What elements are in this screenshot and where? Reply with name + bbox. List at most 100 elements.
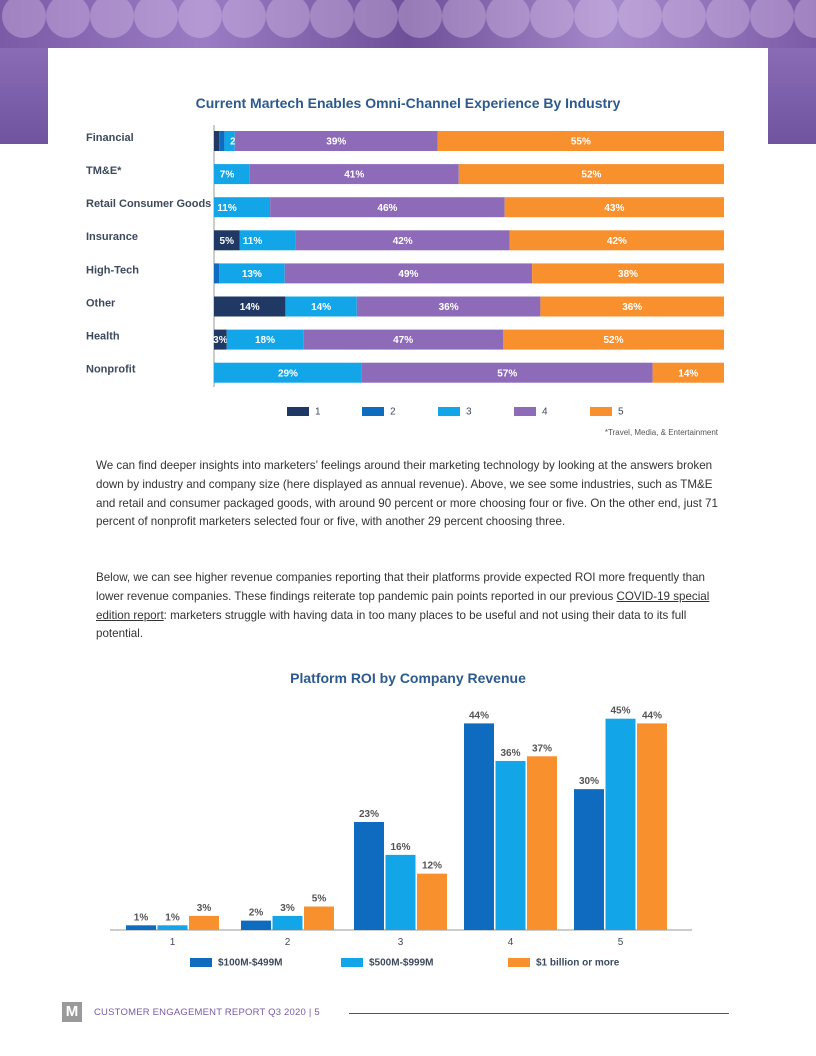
data-label: 16% [390,842,410,853]
stacked-bar-segment [540,296,724,317]
bar [304,906,334,930]
category-label: Nonprofit [86,364,136,376]
banner-photo-tile [794,0,816,38]
data-label: 43% [604,203,624,214]
banner-photo-tile [354,0,398,38]
stacked-bar-segment [224,131,235,151]
data-label: 3% [213,335,228,346]
data-label: 7% [220,170,235,181]
data-label: 52% [603,335,623,346]
left-photo-strip [0,48,48,144]
x-tick-label: 5 [618,937,624,948]
banner-photo-tile [266,0,310,38]
stacked-bar-segment [219,131,225,151]
data-label: 44% [642,710,662,721]
data-label: 36% [500,748,520,759]
bar [495,760,526,930]
data-label: 14% [311,302,331,313]
data-label: 11% [243,236,263,247]
stacked-bar-segment [361,362,653,383]
banner-photo-tile [46,0,90,38]
data-label: 41% [344,170,364,181]
data-label: 1% [134,912,149,923]
bar [354,822,384,930]
paragraph-insights: We can find deeper insights into markete… [96,459,718,529]
stacked-bar-segment [214,263,220,284]
banner-photo-tile [750,0,794,38]
category-label: Financial [86,132,134,144]
data-label: 11% [217,203,237,214]
industry-chart-title: Current Martech Enables Omni-Channel Exp… [195,95,621,111]
banner-photo-tile [574,0,618,38]
stacked-bar-segment [458,164,724,185]
data-label: 57% [497,368,517,379]
banner-photo-tile [222,0,266,38]
footer-divider [349,1013,729,1014]
legend-label: 3 [466,407,472,418]
data-label: 3% [280,903,295,914]
data-label: 44% [469,710,489,721]
legend-swatch [514,407,536,416]
page-footer: M CUSTOMER ENGAGEMENT REPORT Q3 2020 | 5 [62,1002,742,1024]
stacked-bar-segment [652,362,724,383]
stacked-bar-segment [532,263,724,284]
legend-swatch [190,958,212,967]
stacked-bar-segment [437,131,724,151]
data-label: 42% [393,236,413,247]
stacked-bar-segment [214,362,362,383]
legend-label: $100M-$499M [218,958,282,969]
data-label: 29% [278,368,298,379]
data-label: 14% [240,302,260,313]
data-label: 14% [678,368,698,379]
banner-photo-tile [134,0,178,38]
stacked-bar-segment [214,164,250,185]
stacked-bar-segment [214,296,286,317]
stacked-bar-segment [234,131,438,151]
bar [605,718,636,930]
banner-photo-tile [618,0,662,38]
banner-photo-tile [706,0,750,38]
category-label: Other [86,297,116,309]
legend-label: $500M-$999M [369,958,433,969]
data-label: 36% [622,302,642,313]
data-label: 55% [571,137,591,148]
stacked-bar-segment [219,263,285,284]
industry-stacked-bar-chart: Financial2%39%55%TM&E*7%41%52%Retail Con… [86,125,724,418]
data-label: 5% [220,236,235,247]
bar [637,723,667,930]
banner-photo-tile [90,0,134,38]
stacked-bar-segment [303,329,503,350]
data-label: 30% [579,776,599,787]
bar [464,723,494,930]
stacked-bar-segment [504,197,724,218]
covid-report-link[interactable]: COVID-19 special edition report [96,589,710,622]
stacked-bar-segment [226,329,304,350]
legend-label: 5 [618,407,624,418]
stacked-bar-segment [239,230,296,251]
chart-footnote: *Travel, Media, & Entertainment [604,428,718,437]
stacked-bar-segment [285,296,357,317]
data-label: 49% [398,269,418,280]
data-label: 18% [255,335,275,346]
bar [417,873,447,930]
banner-photo-tile [662,0,706,38]
bar [241,920,271,930]
data-label: 36% [439,302,459,313]
stacked-bar-segment [509,230,724,251]
data-label: 2% [249,908,264,919]
legend-swatch [287,407,309,416]
stacked-bar-segment [295,230,510,251]
stacked-bar-segment [284,263,533,284]
category-label: TM&E* [86,165,122,177]
data-label: 37% [532,743,552,754]
legend-swatch [341,958,363,967]
legend-label: 4 [542,407,548,418]
paragraph-roi: Below, we can see higher revenue compani… [96,571,710,641]
legend-label: 2 [390,407,396,418]
bar [157,925,188,930]
data-label: 12% [422,861,442,872]
data-label: 5% [312,894,327,905]
footer-text: CUSTOMER ENGAGEMENT REPORT Q3 2020 | 5 [94,1007,320,1018]
x-tick-label: 1 [170,937,176,948]
category-label: Insurance [86,231,138,243]
